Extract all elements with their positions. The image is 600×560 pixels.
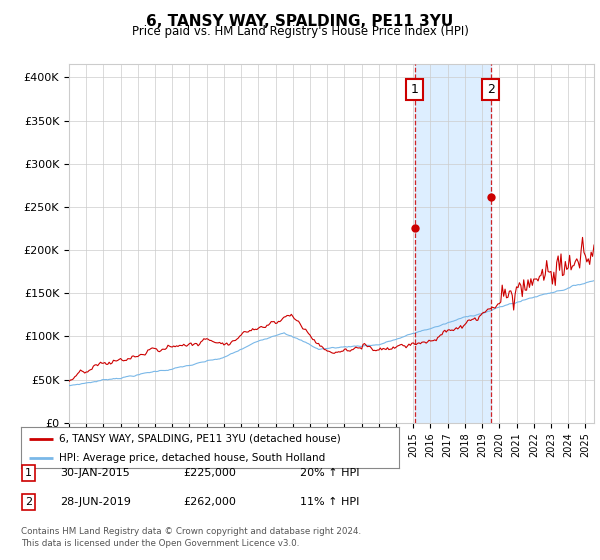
Text: 20% ↑ HPI: 20% ↑ HPI <box>300 468 359 478</box>
Text: Price paid vs. HM Land Registry's House Price Index (HPI): Price paid vs. HM Land Registry's House … <box>131 25 469 38</box>
Text: 11% ↑ HPI: 11% ↑ HPI <box>300 497 359 507</box>
Text: 6, TANSY WAY, SPALDING, PE11 3YU (detached house): 6, TANSY WAY, SPALDING, PE11 3YU (detach… <box>59 433 341 444</box>
Text: HPI: Average price, detached house, South Holland: HPI: Average price, detached house, Sout… <box>59 452 325 463</box>
Text: 28-JUN-2019: 28-JUN-2019 <box>60 497 131 507</box>
Text: 6, TANSY WAY, SPALDING, PE11 3YU: 6, TANSY WAY, SPALDING, PE11 3YU <box>146 14 454 29</box>
Text: £262,000: £262,000 <box>183 497 236 507</box>
Text: 1: 1 <box>25 468 32 478</box>
Text: 2: 2 <box>487 83 494 96</box>
Text: £225,000: £225,000 <box>183 468 236 478</box>
Bar <box>415 64 491 423</box>
Text: 2: 2 <box>25 497 32 507</box>
Text: Contains HM Land Registry data © Crown copyright and database right 2024.
This d: Contains HM Land Registry data © Crown c… <box>21 527 361 548</box>
Text: 30-JAN-2015: 30-JAN-2015 <box>60 468 130 478</box>
Text: 1: 1 <box>411 83 419 96</box>
